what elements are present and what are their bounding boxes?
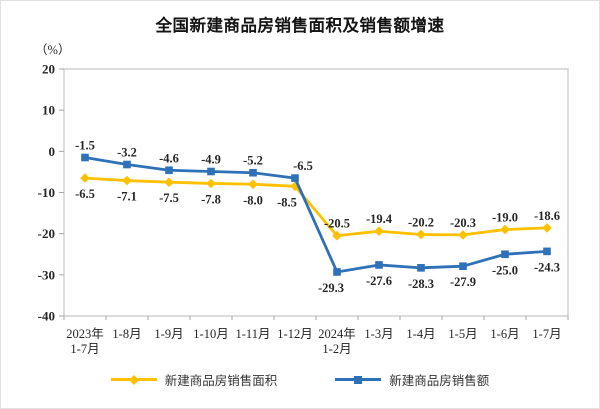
svg-text:-18.6: -18.6 [534,209,560,223]
svg-text:1-10月: 1-10月 [193,327,228,341]
svg-text:1-2月: 1-2月 [322,342,351,356]
svg-text:-20.3: -20.3 [450,216,476,230]
svg-text:0: 0 [49,144,56,159]
svg-text:-1.5: -1.5 [75,139,95,153]
svg-text:20: 20 [42,62,55,77]
svg-text:-20: -20 [38,226,55,241]
svg-text:-7.1: -7.1 [117,190,137,204]
y-axis-unit-label: （%） [35,43,71,57]
chart-title: 全国新建商品房销售面积及销售额增速 [155,16,445,35]
legend-label-sales-amount: 新建商品房销售额 [389,374,490,388]
svg-text:-3.2: -3.2 [117,146,137,160]
svg-text:1-9月: 1-9月 [154,327,183,341]
svg-text:-4.6: -4.6 [159,151,179,165]
svg-text:1-12月: 1-12月 [277,327,312,341]
svg-text:-7.5: -7.5 [159,191,179,205]
svg-text:-25.0: -25.0 [492,263,518,277]
svg-text:1-4月: 1-4月 [406,327,435,341]
svg-text:-24.3: -24.3 [534,260,560,274]
svg-text:1-6月: 1-6月 [490,327,519,341]
legend-label-sales-area: 新建商品房销售面积 [164,374,278,388]
svg-text:1-8月: 1-8月 [112,327,141,341]
svg-text:10: 10 [42,103,55,118]
legend-item-sales-area: 新建商品房销售面积 [110,370,278,389]
svg-text:-6.5: -6.5 [75,187,95,201]
svg-text:-8.0: -8.0 [243,193,263,207]
sales-area-line-swatch [110,374,157,385]
svg-text:1-11月: 1-11月 [236,327,271,341]
svg-text:-19.0: -19.0 [492,211,518,225]
svg-text:-8.5: -8.5 [277,195,297,209]
square-marker-icon [354,375,363,384]
diamond-marker-icon [128,374,139,385]
svg-text:-5.2: -5.2 [243,154,263,168]
svg-text:-29.3: -29.3 [318,281,344,295]
svg-text:2023年: 2023年 [66,327,104,341]
sales-amount-line-swatch [335,375,382,384]
svg-text:-6.5: -6.5 [293,159,313,173]
svg-text:-4.9: -4.9 [201,153,221,167]
svg-text:-27.9: -27.9 [450,275,476,289]
legend-item-sales-amount: 新建商品房销售额 [335,370,489,389]
chart-legend: 新建商品房销售面积 新建商品房销售额 [1,370,599,389]
svg-text:-7.8: -7.8 [201,192,221,206]
svg-text:-20.5: -20.5 [324,217,350,231]
svg-text:1-5月: 1-5月 [448,327,477,341]
svg-text:-40: -40 [38,309,55,324]
svg-text:2024年: 2024年 [318,327,356,341]
svg-text:-30: -30 [38,267,55,282]
svg-text:-10: -10 [38,185,55,200]
svg-text:-19.4: -19.4 [366,212,393,226]
svg-text:1-7月: 1-7月 [70,342,99,356]
svg-text:1-7月: 1-7月 [532,327,561,341]
svg-text:-27.6: -27.6 [366,274,392,288]
svg-text:-28.3: -28.3 [408,277,434,291]
svg-text:-20.2: -20.2 [408,215,434,229]
svg-text:1-3月: 1-3月 [364,327,393,341]
